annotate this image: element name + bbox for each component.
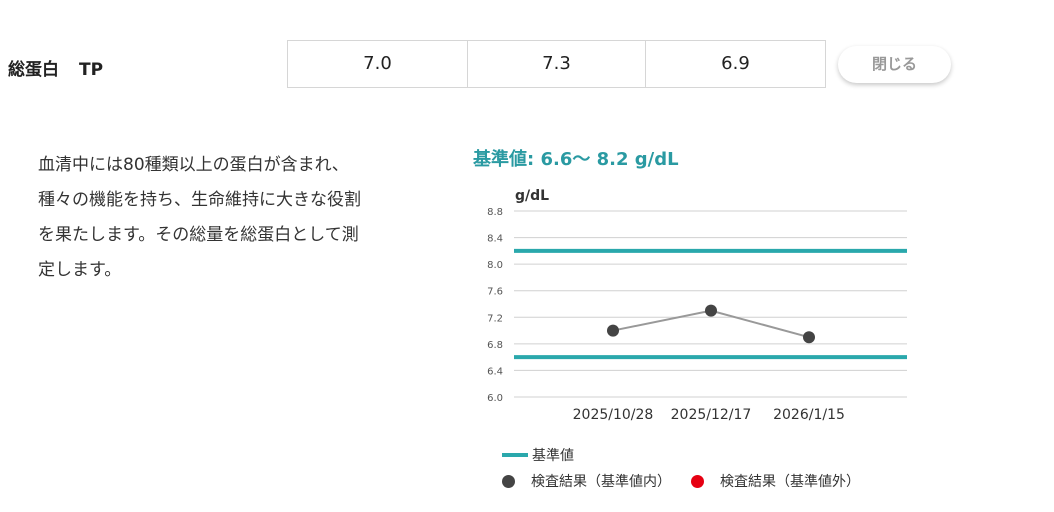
x-tick-label: 2025/10/28: [573, 407, 654, 423]
y-tick-label: 6.8: [487, 340, 503, 351]
data-point: [705, 304, 717, 317]
legend: 基準値 検査結果（基準値内） 検査結果（基準値外）: [502, 442, 860, 494]
description-line: 血清中には80種類以上の蛋白が含まれ、: [38, 155, 349, 175]
legend-results: 検査結果（基準値内） 検査結果（基準値外）: [502, 468, 860, 494]
y-tick-label: 6.0: [487, 393, 503, 404]
legend-reference: 基準値: [502, 442, 860, 468]
reference-heading: 基準値: 6.6〜 8.2 g/dL: [473, 149, 679, 170]
item-title: 総蛋白 TP: [8, 55, 103, 80]
legend-outside-label: 検査結果（基準値外）: [720, 474, 860, 490]
legend-within-label: 検査結果（基準値内）: [531, 474, 671, 490]
y-tick-label: 8.4: [487, 234, 503, 245]
item-row: 総蛋白 TP 7.0 7.3 6.9 閉じる: [0, 40, 1054, 90]
results-table: 7.0 7.3 6.9: [287, 40, 826, 88]
legend-reference-label: 基準値: [532, 448, 574, 464]
description: 血清中には80種類以上の蛋白が含まれ、 種々の機能を持ち、生命維持に大きな役割 …: [38, 148, 428, 288]
y-tick-label: 6.4: [487, 366, 503, 377]
item-code: TP: [79, 60, 104, 80]
legend-outside-dot: [691, 474, 704, 488]
y-tick-label: 8.0: [487, 260, 503, 271]
data-point: [607, 324, 619, 337]
item-name: 総蛋白: [8, 60, 59, 80]
y-tick-label: 8.8: [487, 207, 503, 218]
chart: g/dL 6.0 6.4 6.8 7.2 7.6 8.0 8.4 8.8 2025/10/28 20…: [487, 188, 907, 423]
y-axis-label: g/dL: [515, 188, 549, 204]
description-line: 種々の機能を持ち、生命維持に大きな役割: [38, 190, 361, 210]
x-tick-label: 2026/1/15: [773, 407, 845, 423]
result-cell: 6.9: [721, 53, 750, 74]
description-line: 定します。: [38, 260, 122, 280]
legend-reference-swatch: [502, 453, 528, 457]
description-line: を果たします。その総量を総蛋白として測: [38, 225, 359, 245]
result-cell: 7.0: [288, 41, 468, 87]
x-tick-label: 2025/12/17: [671, 407, 752, 423]
y-tick-label: 7.6: [487, 287, 503, 298]
result-cell: 7.3: [468, 41, 646, 87]
close-button[interactable]: 閉じる: [838, 46, 951, 83]
y-tick-label: 7.2: [487, 313, 503, 324]
legend-within-dot: [502, 474, 515, 488]
data-point: [803, 331, 815, 344]
